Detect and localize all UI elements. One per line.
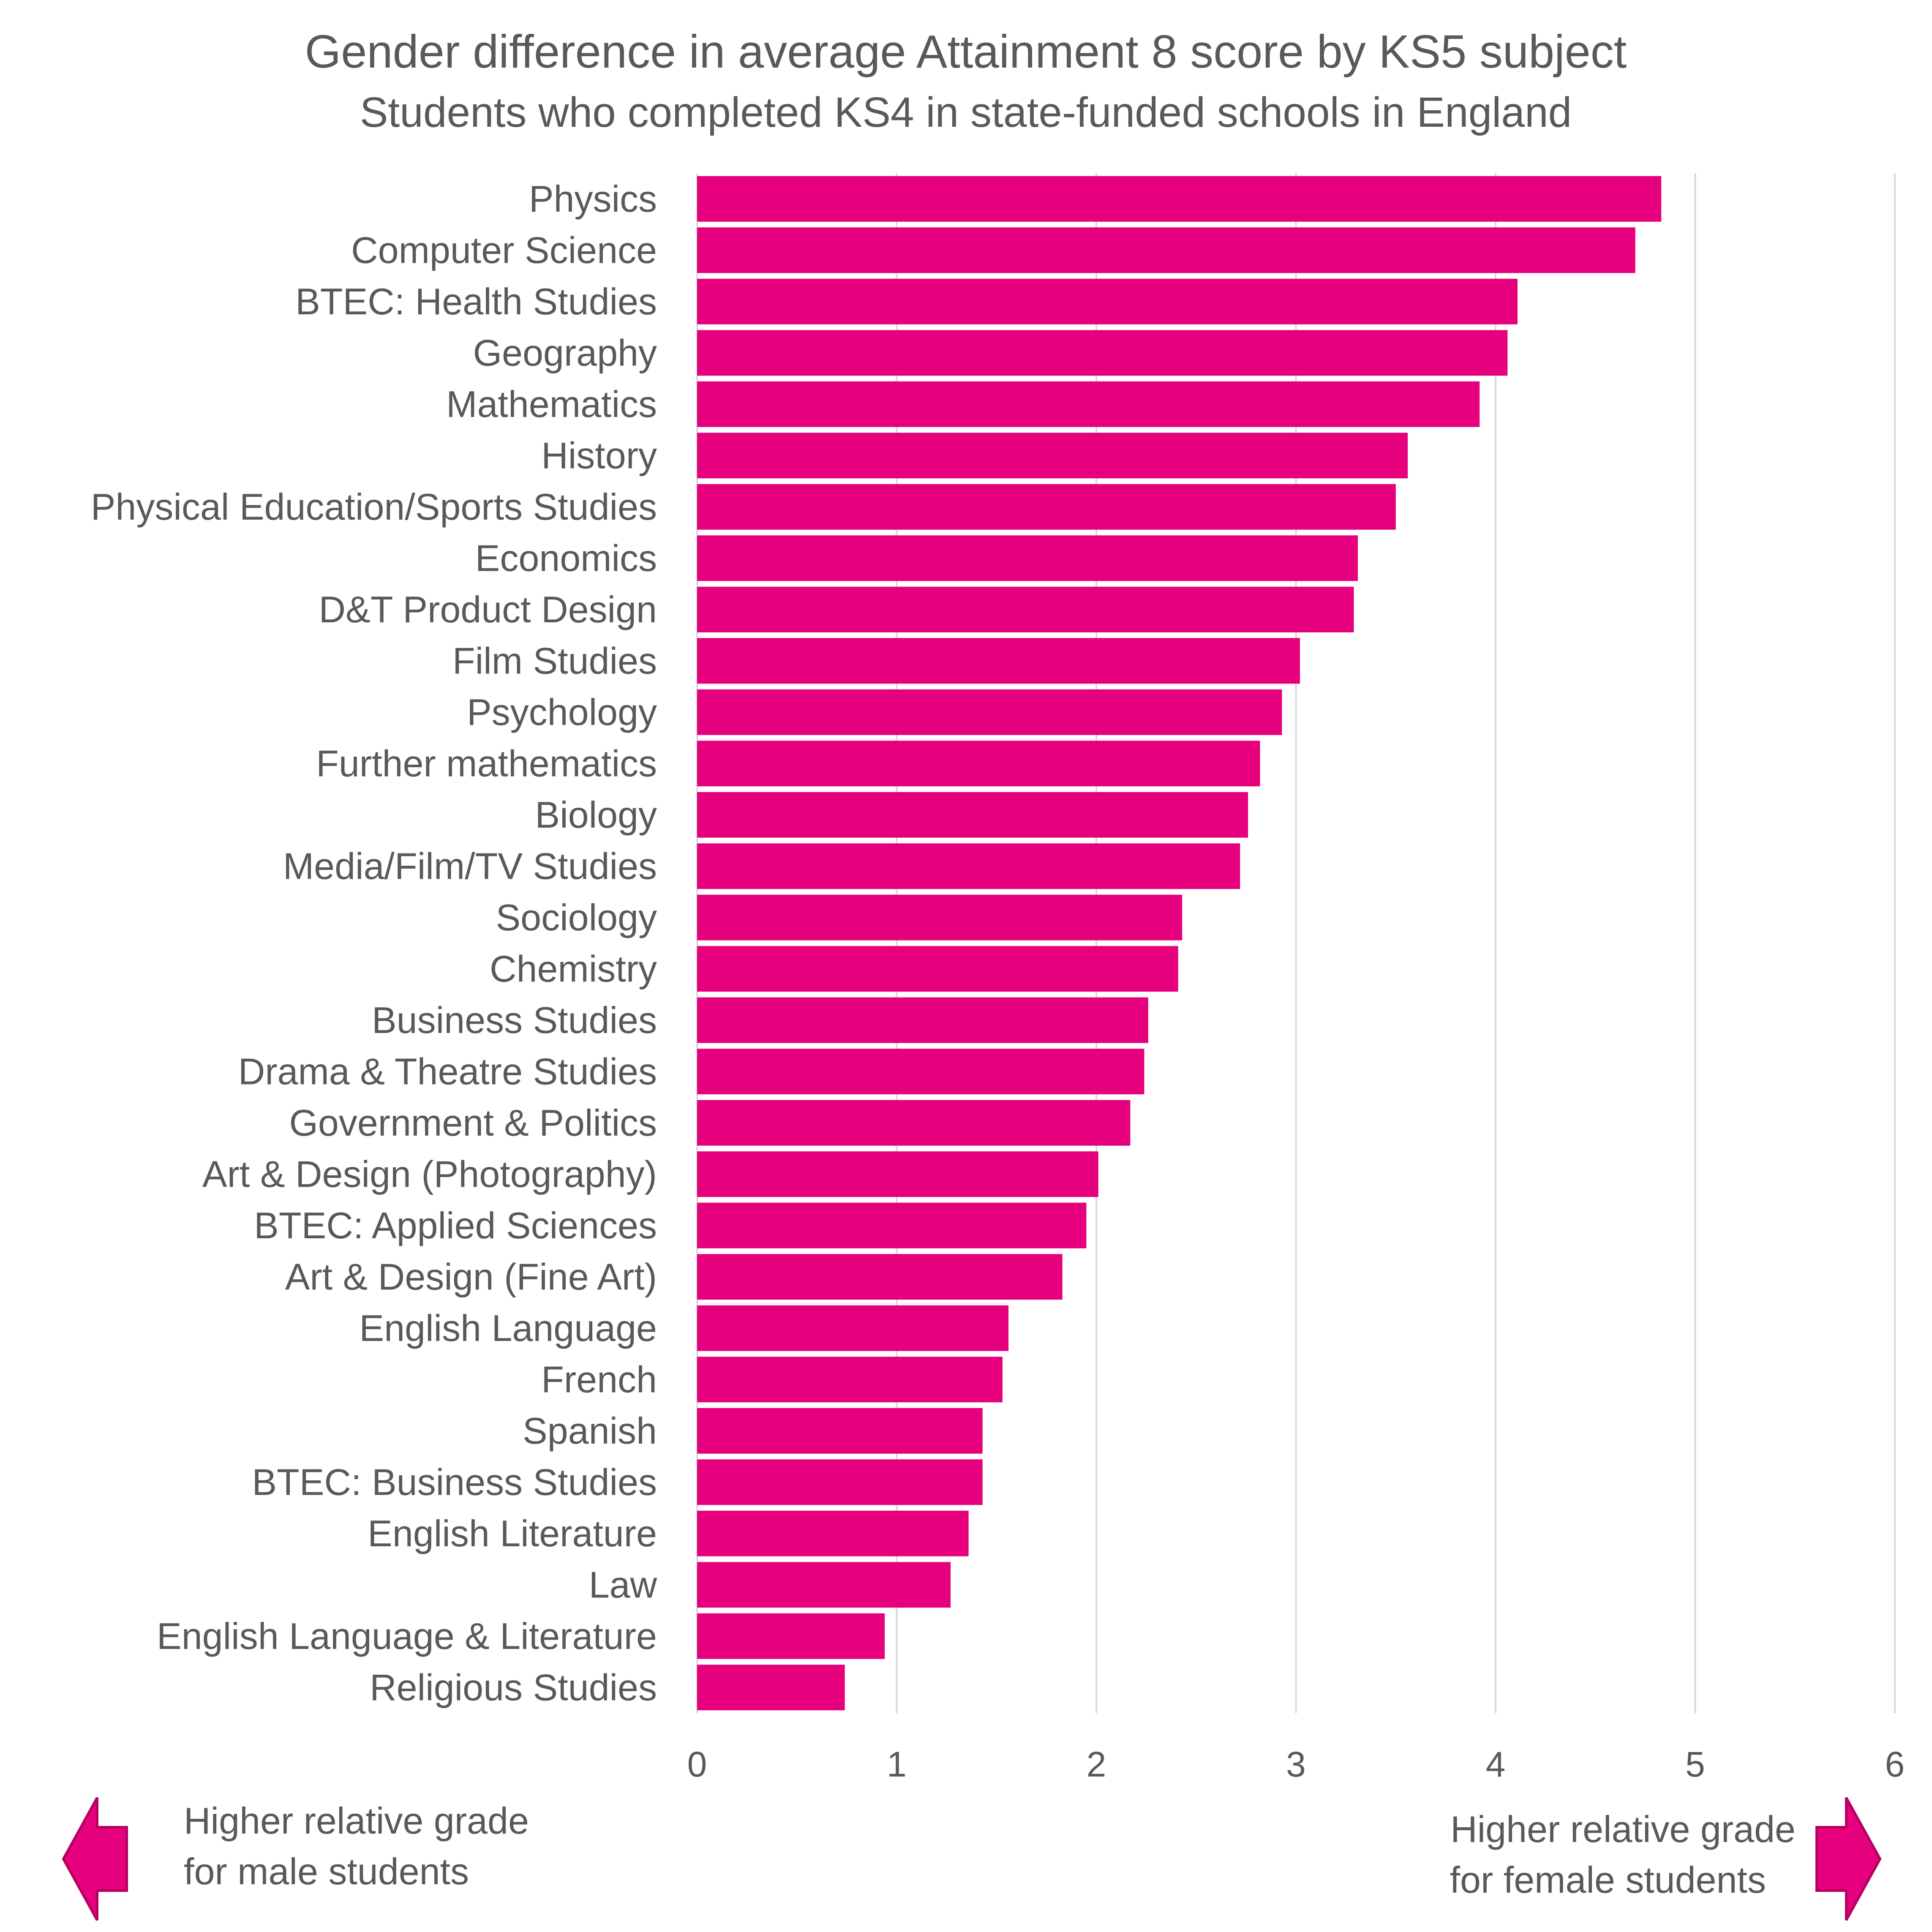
chart-subtitle: Students who completed KS4 in state-fund… (360, 89, 1572, 136)
bar (697, 1049, 1144, 1095)
category-label: History (541, 434, 657, 476)
category-label: Media/Film/TV Studies (283, 845, 657, 887)
x-tick-label: 3 (1286, 1744, 1306, 1784)
bar (697, 1562, 951, 1608)
bar (697, 1510, 969, 1556)
annotation-right-line2: for female students (1450, 1859, 1766, 1901)
bar (697, 1357, 1003, 1403)
x-tick-label: 1 (887, 1744, 907, 1784)
category-label: Biology (535, 794, 657, 836)
bar (697, 278, 1518, 324)
bar (697, 484, 1396, 530)
category-label: Law (589, 1564, 657, 1605)
bar (697, 330, 1508, 376)
category-label: Drama & Theatre Studies (238, 1050, 657, 1092)
annotation-left-line2: for male students (184, 1850, 469, 1892)
bar (697, 1254, 1063, 1300)
bar (697, 638, 1300, 684)
arrow-left-icon (62, 1797, 128, 1921)
bars (697, 176, 1662, 1711)
bar (697, 1305, 1009, 1351)
bar (697, 1151, 1098, 1197)
x-tick-label: 2 (1087, 1744, 1106, 1784)
bar (697, 1100, 1131, 1146)
bar (697, 381, 1480, 427)
bar (697, 1665, 845, 1711)
bar (697, 586, 1354, 632)
category-label: English Literature (368, 1512, 657, 1554)
bar (697, 1408, 983, 1454)
category-label: Mathematics (446, 383, 657, 425)
category-label: Art & Design (Fine Art) (285, 1256, 657, 1297)
annotation-left-line1: Higher relative grade (184, 1800, 529, 1842)
category-label: Government & Politics (289, 1102, 657, 1144)
category-label: Further mathematics (316, 742, 657, 784)
category-label: Film Studies (452, 640, 657, 681)
x-tick-label: 0 (687, 1744, 707, 1784)
x-tick-label: 5 (1685, 1744, 1705, 1784)
bar (697, 1613, 885, 1659)
category-label: D&T Product Design (319, 589, 657, 630)
bar (697, 535, 1358, 581)
bar (697, 741, 1260, 787)
category-label: Economics (475, 537, 657, 579)
category-label: French (541, 1358, 657, 1400)
category-label: Sociology (496, 897, 657, 938)
gridlines (696, 173, 1896, 1713)
category-label: English Language (359, 1307, 657, 1349)
x-tick-label: 6 (1885, 1744, 1905, 1784)
category-label: Religious Studies (370, 1666, 657, 1708)
category-label: English Language & Literature (157, 1615, 657, 1657)
category-label: Geography (473, 332, 657, 373)
bar (697, 689, 1282, 735)
bar (697, 1202, 1087, 1248)
category-label: Physical Education/Sports Studies (91, 486, 657, 528)
category-label: Physics (529, 178, 657, 220)
annotation-right-line1: Higher relative grade (1450, 1808, 1796, 1850)
x-axis-ticks: 0 1 2 3 4 5 6 (687, 1744, 1905, 1784)
bar (697, 227, 1635, 273)
chart-title: Gender difference in average Attainment … (305, 26, 1627, 78)
bar (697, 894, 1183, 940)
bar (697, 792, 1248, 838)
category-label: BTEC: Health Studies (295, 281, 657, 322)
category-label: Business Studies (372, 999, 657, 1041)
category-label: Psychology (467, 691, 657, 733)
category-labels: Physics Computer Science BTEC: Health Stud… (91, 178, 657, 1709)
category-label: BTEC: Business Studies (252, 1461, 657, 1503)
x-tick-label: 4 (1486, 1744, 1506, 1784)
bar (697, 997, 1148, 1043)
category-label: BTEC: Applied Sciences (254, 1204, 657, 1246)
category-label: Computer Science (351, 229, 657, 271)
category-label: Chemistry (490, 948, 657, 989)
bar (697, 843, 1240, 889)
bar (697, 946, 1178, 992)
bar (697, 1459, 983, 1505)
bar (697, 433, 1408, 479)
category-label: Art & Design (Photography) (202, 1153, 657, 1195)
bar (697, 176, 1662, 222)
category-label: Spanish (523, 1410, 657, 1452)
arrow-right-icon (1815, 1797, 1882, 1921)
